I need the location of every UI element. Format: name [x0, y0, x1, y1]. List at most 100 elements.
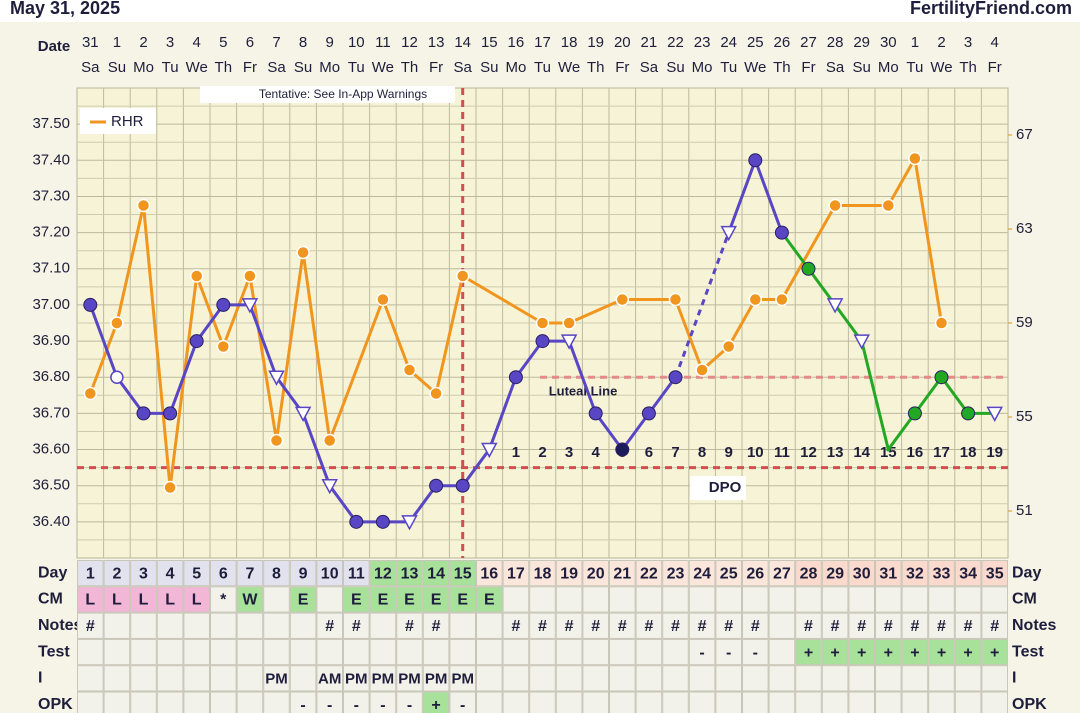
marker	[429, 478, 444, 493]
marker	[934, 370, 949, 385]
table-cell	[210, 612, 237, 639]
marker	[535, 334, 550, 349]
marker	[402, 363, 417, 377]
weekday-label: We	[372, 59, 394, 76]
cell-text: #	[86, 618, 95, 635]
table-cell	[981, 638, 1009, 666]
table-cell	[502, 560, 530, 587]
weekday-label: We	[744, 59, 766, 76]
row-label: Test	[38, 643, 70, 660]
marker	[216, 297, 231, 312]
row-label: OPK	[1012, 696, 1047, 713]
cell-text: #	[910, 618, 919, 635]
marker	[294, 406, 312, 422]
table-cell	[954, 612, 982, 639]
table-cell	[901, 665, 929, 692]
date-label: 2	[139, 34, 147, 51]
table-cell	[183, 691, 210, 713]
y-tick-label: 37.00	[32, 296, 70, 313]
table-cell	[103, 665, 131, 692]
line-segment	[168, 275, 199, 488]
table-cell	[396, 586, 423, 613]
marker	[774, 225, 789, 240]
marker	[641, 406, 656, 421]
cell-text: L	[139, 592, 149, 609]
cell-text: #	[618, 618, 627, 635]
line-segment	[780, 204, 837, 301]
dpo-number: 7	[671, 444, 679, 461]
marker	[853, 334, 870, 350]
table-cell	[449, 665, 476, 692]
cell-text: 32	[906, 565, 924, 582]
table-cell	[688, 691, 716, 713]
table-cell	[848, 560, 876, 587]
line-segment	[860, 340, 890, 450]
y-tick-label: 37.30	[32, 187, 70, 204]
table-cell	[582, 665, 610, 692]
line-segment	[115, 205, 145, 324]
cell-text: +	[431, 697, 440, 713]
cell-text: PM	[265, 670, 288, 687]
line-segment	[115, 376, 145, 415]
cell-text: PM	[425, 670, 448, 687]
table-cell	[103, 638, 131, 666]
dpo-number: 17	[933, 444, 950, 461]
line-segment	[221, 275, 252, 348]
marker	[826, 298, 844, 314]
date-label: 14	[454, 34, 471, 51]
table-cell	[369, 665, 397, 692]
line-segment	[727, 298, 757, 348]
table-cell	[396, 691, 423, 713]
table-cell	[210, 691, 237, 713]
line-segment	[381, 298, 411, 371]
table-cell	[928, 638, 955, 666]
cell-text: E	[484, 592, 495, 609]
row-label: OPK	[38, 696, 73, 713]
marker	[588, 406, 603, 421]
table-cell	[875, 612, 902, 639]
marker	[136, 406, 151, 421]
table-cell	[529, 665, 556, 692]
cell-text: 6	[219, 565, 228, 582]
marker	[189, 269, 204, 283]
cell-text: 7	[245, 565, 254, 582]
marker	[908, 151, 922, 166]
line-segment	[195, 304, 225, 342]
date-label: 2	[937, 34, 945, 51]
table-cell	[263, 665, 290, 692]
marker	[886, 447, 891, 452]
table-cell	[715, 665, 743, 692]
cell-text: W	[242, 592, 258, 609]
table-cell	[236, 638, 264, 666]
marker	[241, 298, 259, 314]
table-cell	[343, 665, 370, 692]
marker	[668, 370, 683, 385]
cell-text: 8	[272, 565, 281, 582]
line-segment	[886, 157, 917, 207]
table-cell	[103, 586, 131, 613]
table-cell	[688, 586, 716, 613]
date-label: 4	[991, 34, 999, 51]
weekday-label: Mo	[692, 59, 713, 76]
date-label: 27	[800, 34, 817, 51]
marker	[163, 406, 178, 421]
table-cell	[742, 586, 769, 613]
marker	[268, 370, 285, 386]
row-label: I	[38, 670, 42, 687]
line-segment	[142, 205, 172, 488]
dpo-number: 13	[827, 444, 844, 461]
cell-text: 16	[480, 565, 498, 582]
dpo-number: 8	[698, 444, 706, 461]
date-label: 21	[641, 34, 658, 51]
marker	[934, 316, 949, 330]
cell-text: #	[352, 618, 361, 635]
date-label: 26	[774, 34, 791, 51]
date-label: 19	[587, 34, 604, 51]
table-cell	[635, 560, 663, 587]
line-segment	[275, 252, 305, 441]
weekday-label: Sa	[640, 59, 659, 76]
cell-text: 2	[112, 565, 121, 582]
marker	[375, 514, 390, 529]
